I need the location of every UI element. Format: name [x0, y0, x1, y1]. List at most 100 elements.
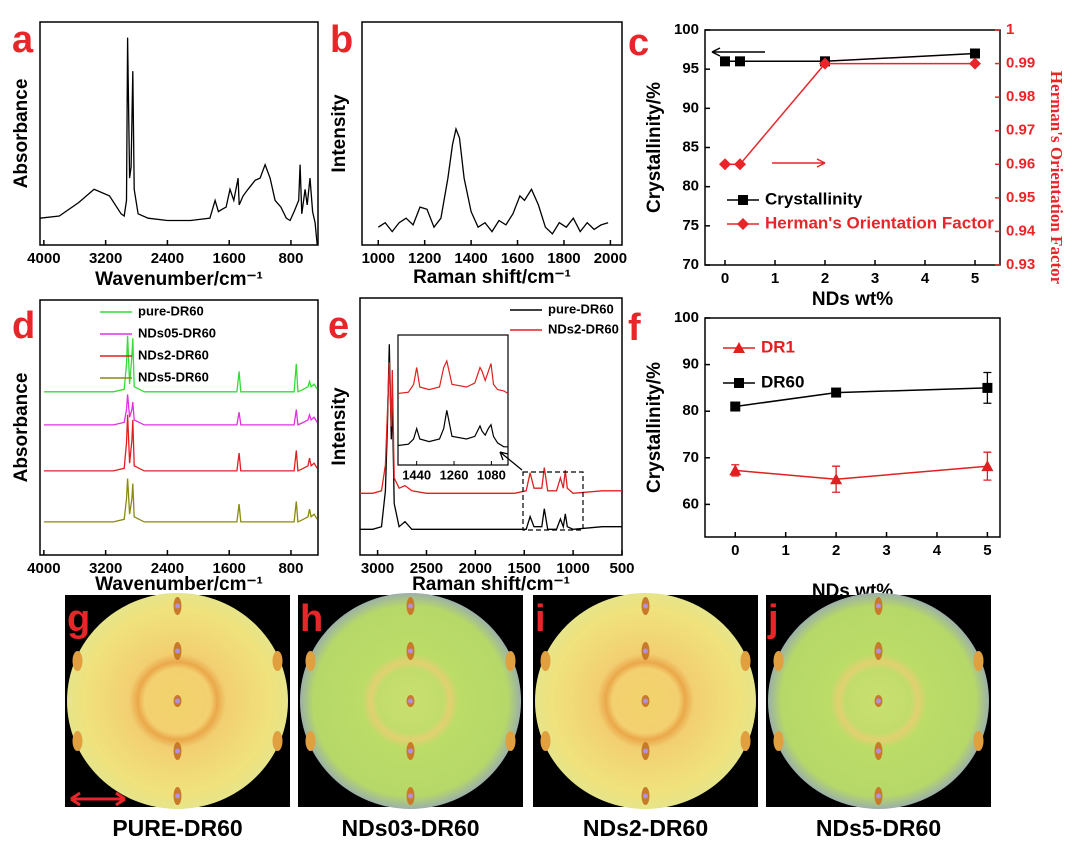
- y-tick-label: 100: [674, 21, 699, 38]
- marker: [729, 464, 742, 476]
- legend-label: pure-DR60: [548, 301, 614, 316]
- reflection-core: [876, 648, 881, 654]
- x-tick-label: 2500: [410, 560, 443, 577]
- image-letter: i: [535, 598, 546, 640]
- legend-label: pure-DR60: [138, 303, 204, 318]
- series-line: [43, 478, 318, 523]
- series-line: [39, 37, 318, 246]
- x-tick-label: 1000: [556, 560, 589, 577]
- y-tick-label: 80: [682, 178, 699, 195]
- y2-tick-label: 0.98: [1006, 88, 1035, 105]
- marker: [981, 460, 994, 472]
- reflection-spot: [272, 731, 283, 751]
- x-tick-label: 500: [609, 560, 634, 577]
- x-tick-label: 800: [278, 560, 303, 577]
- reflection-spot: [272, 651, 283, 671]
- x-tick-label: 2000: [459, 560, 492, 577]
- legend-label: DR60: [761, 372, 804, 391]
- panel-letter: d: [12, 305, 35, 347]
- plot-frame: [39, 21, 319, 246]
- inset-x-tick-label: 1080: [477, 467, 506, 482]
- y2-tick-label: 1: [1006, 21, 1014, 38]
- marker: [735, 56, 745, 67]
- reflection-spot: [773, 651, 784, 671]
- x-tick-label: 2000: [594, 250, 627, 267]
- reflection-core: [408, 698, 413, 704]
- reflection-spot: [305, 731, 316, 751]
- y-tick-label: 75: [682, 217, 699, 234]
- plot-frame: [704, 317, 1001, 538]
- reflection-core: [175, 603, 180, 609]
- legend-label: NDs2-DR60: [548, 321, 619, 336]
- legend-marker: [734, 378, 744, 388]
- inset-x-tick-label: 1440: [402, 467, 431, 482]
- y-axis-label: Intensity: [329, 387, 350, 466]
- x-tick-label: 1800: [547, 250, 580, 267]
- panel-letter: f: [628, 307, 641, 349]
- y-axis-label: Crystallinity/%: [644, 82, 665, 213]
- reflection-spot: [72, 731, 83, 751]
- y-axis-label: Intensity: [329, 94, 350, 173]
- image-letter: h: [300, 598, 323, 640]
- y-tick-label: 90: [682, 356, 699, 373]
- marker: [831, 387, 842, 398]
- plot-frame: [39, 299, 319, 556]
- inset-line: [397, 359, 509, 395]
- y-axis-label: Absorbance: [11, 373, 32, 483]
- y-tick-label: 60: [682, 495, 699, 512]
- y2-tick-label: 0.94: [1006, 222, 1036, 239]
- marker: [720, 56, 730, 67]
- reflection-spot: [973, 651, 984, 671]
- image-letter: j: [767, 598, 779, 640]
- series-line: [360, 362, 622, 494]
- axis-arrow: [711, 47, 765, 57]
- x-tick-label: 3: [882, 542, 890, 559]
- y-tick-label: 95: [682, 60, 699, 77]
- reflection-core: [408, 748, 413, 754]
- marker: [730, 401, 741, 412]
- image-caption: PURE-DR60: [112, 815, 242, 841]
- x-tick-label: 1600: [213, 250, 246, 267]
- x-tick-label: 1: [782, 542, 790, 559]
- reflection-spot: [505, 731, 516, 751]
- x-tick-label: 1000: [362, 250, 395, 267]
- y2-tick-label: 0.96: [1006, 155, 1035, 172]
- x-tick-label: 3200: [89, 250, 122, 267]
- y2-tick-label: 0.95: [1006, 189, 1035, 206]
- reflection-spot: [773, 731, 784, 751]
- x-axis-label: Raman shift/cm⁻¹: [413, 267, 571, 288]
- reflection-core: [643, 698, 648, 704]
- y2-tick-label: 0.93: [1006, 256, 1035, 273]
- image-letter: g: [67, 598, 90, 640]
- y2-tick-label: 0.97: [1006, 122, 1035, 139]
- x-tick-label: 1: [771, 270, 779, 287]
- x-tick-label: 3: [871, 270, 879, 287]
- x-tick-label: 1600: [213, 560, 246, 577]
- x-tick-label: 800: [278, 250, 303, 267]
- marker: [830, 473, 843, 485]
- reflection-core: [175, 698, 180, 704]
- x-tick-label: 1600: [501, 250, 534, 267]
- image-caption: NDs2-DR60: [583, 815, 708, 841]
- reflection-spot: [540, 651, 551, 671]
- y-axis-label: Absorbance: [11, 79, 32, 189]
- reflection-core: [643, 648, 648, 654]
- inset-line: [397, 410, 508, 448]
- legend-label: Crystallinity: [765, 189, 863, 208]
- image-caption: NDs03-DR60: [341, 815, 479, 841]
- series-line: [725, 62, 975, 166]
- legend-marker: [737, 218, 749, 230]
- marker: [970, 48, 980, 59]
- reflection-spot: [740, 651, 751, 671]
- x-tick-label: 1200: [408, 250, 441, 267]
- reflection-core: [408, 648, 413, 654]
- marker: [819, 57, 831, 70]
- marker: [719, 158, 731, 171]
- reflection-core: [408, 793, 413, 799]
- x-tick-label: 4000: [27, 250, 60, 267]
- series-line: [377, 126, 609, 235]
- reflection-core: [175, 648, 180, 654]
- zoom-box: [522, 471, 584, 531]
- y-tick-label: 80: [682, 402, 699, 419]
